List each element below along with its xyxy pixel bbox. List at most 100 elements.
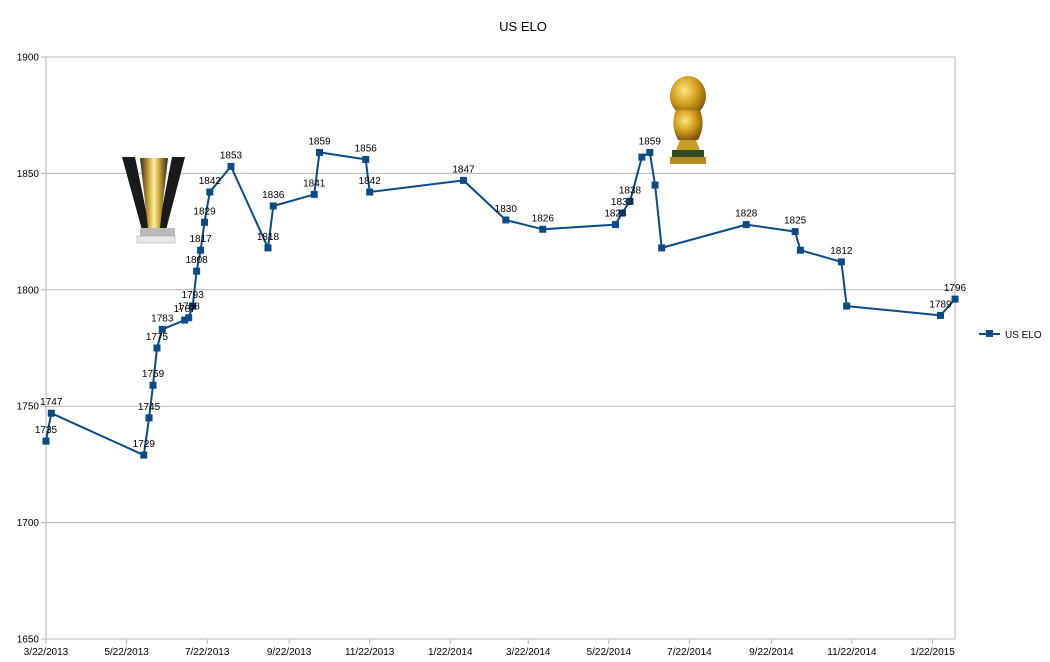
- data-point: [189, 302, 197, 310]
- chart-title: US ELO: [499, 19, 547, 34]
- data-label: 1775: [146, 332, 169, 343]
- series-line: [45, 151, 956, 457]
- x-tick-label: 7/22/2014: [667, 647, 712, 658]
- data-point: [201, 218, 209, 226]
- data-label: 1747: [40, 397, 63, 408]
- data-label: 1788: [178, 302, 201, 313]
- data-labels: 1735 1747 1729 1745 1759 1775 1783178717881793…: [35, 136, 967, 450]
- data-point: [651, 181, 659, 189]
- y-tick-label: 1700: [17, 518, 40, 529]
- data-label: 1729: [133, 439, 156, 450]
- data-point: [47, 409, 55, 417]
- x-tick-label: 3/22/2013: [24, 647, 69, 658]
- data-label: 1853: [220, 150, 243, 161]
- data-label: 1745: [138, 402, 161, 413]
- data-label: 1808: [185, 255, 208, 266]
- data-label: 1842: [359, 176, 382, 187]
- data-point: [742, 221, 750, 229]
- data-point: [646, 148, 654, 156]
- x-tick-label: 5/22/2014: [587, 647, 632, 658]
- legend-label: US ELO: [1005, 330, 1042, 341]
- data-point: [264, 244, 272, 252]
- data-point: [310, 190, 318, 198]
- y-tick-label: 1850: [17, 169, 40, 180]
- x-tick-label: 1/22/2014: [428, 647, 473, 658]
- data-point: [791, 228, 799, 236]
- data-point: [796, 246, 804, 254]
- data-point: [460, 176, 468, 184]
- data-label: 1759: [142, 369, 165, 380]
- x-tick-label: 9/22/2013: [267, 647, 312, 658]
- data-label: 1856: [355, 143, 378, 154]
- x-tick-label: 11/22/2013: [345, 647, 395, 658]
- data-point: [539, 225, 547, 233]
- data-point: [502, 216, 510, 224]
- data-point: [638, 153, 646, 161]
- series-us-elo: [42, 148, 959, 459]
- data-label: 1796: [944, 283, 967, 294]
- x-tick-label: 11/22/2014: [827, 647, 877, 658]
- x-tick-label: 5/22/2013: [104, 647, 149, 658]
- data-point: [366, 188, 374, 196]
- data-label: 1838: [619, 185, 642, 196]
- data-point: [153, 344, 161, 352]
- data-label: 1833: [611, 197, 634, 208]
- data-point: [611, 221, 619, 229]
- data-point: [951, 295, 959, 303]
- data-label: 1841: [303, 178, 326, 189]
- y-tick-label: 1900: [17, 53, 40, 64]
- data-point: [42, 437, 50, 445]
- data-label: 1829: [193, 206, 216, 217]
- y-tick-label: 1750: [17, 402, 40, 413]
- y-axis: 1650 1700 1750 1800 1850 1900: [17, 53, 46, 646]
- data-point: [936, 311, 944, 319]
- data-label: 1783: [151, 313, 174, 324]
- data-point: [185, 314, 193, 322]
- data-point: [158, 325, 166, 333]
- data-point: [837, 258, 845, 266]
- data-label: 1735: [35, 425, 58, 436]
- data-point: [145, 414, 153, 422]
- data-point: [181, 316, 189, 324]
- data-point: [315, 148, 323, 156]
- y-tick-label: 1800: [17, 285, 40, 296]
- data-point: [206, 188, 214, 196]
- data-point: [626, 197, 634, 205]
- y-tick-label: 1650: [17, 635, 40, 646]
- x-tick-label: 3/22/2014: [506, 647, 551, 658]
- data-label: 1825: [784, 216, 807, 227]
- data-label: 1828: [735, 209, 758, 220]
- data-label: 1836: [262, 190, 285, 201]
- gold-cup-trophy-icon: [122, 157, 185, 244]
- data-label: 1859: [639, 136, 662, 147]
- data-point: [362, 155, 370, 163]
- data-label: 1817: [189, 234, 212, 245]
- data-label: 1812: [830, 246, 853, 257]
- data-point: [843, 302, 851, 310]
- legend: US ELO: [979, 330, 1042, 341]
- data-point: [658, 244, 666, 252]
- legend-marker: [986, 330, 993, 337]
- data-point: [269, 202, 277, 210]
- data-label: 1830: [495, 204, 518, 215]
- gridlines: [45, 56, 956, 640]
- data-label: 1818: [257, 232, 280, 243]
- data-point: [140, 451, 148, 459]
- data-label: 1789: [929, 299, 952, 310]
- x-tick-label: 1/22/2015: [910, 647, 955, 658]
- data-label: 1828: [604, 209, 627, 220]
- world-cup-trophy-icon: [670, 76, 706, 164]
- x-tick-label: 7/22/2013: [185, 647, 230, 658]
- x-tick-label: 9/22/2014: [749, 647, 794, 658]
- data-point: [149, 381, 157, 389]
- x-axis: 3/22/2013 5/22/2013 7/22/2013 9/22/2013 11/2…: [24, 639, 955, 658]
- data-label: 1859: [308, 136, 331, 147]
- data-label: 1826: [532, 213, 555, 224]
- data-point: [197, 246, 205, 254]
- data-label: 1842: [199, 176, 222, 187]
- data-point: [193, 267, 201, 275]
- data-label: 1787: [174, 304, 197, 315]
- data-point: [618, 209, 626, 217]
- data-point: [227, 162, 235, 170]
